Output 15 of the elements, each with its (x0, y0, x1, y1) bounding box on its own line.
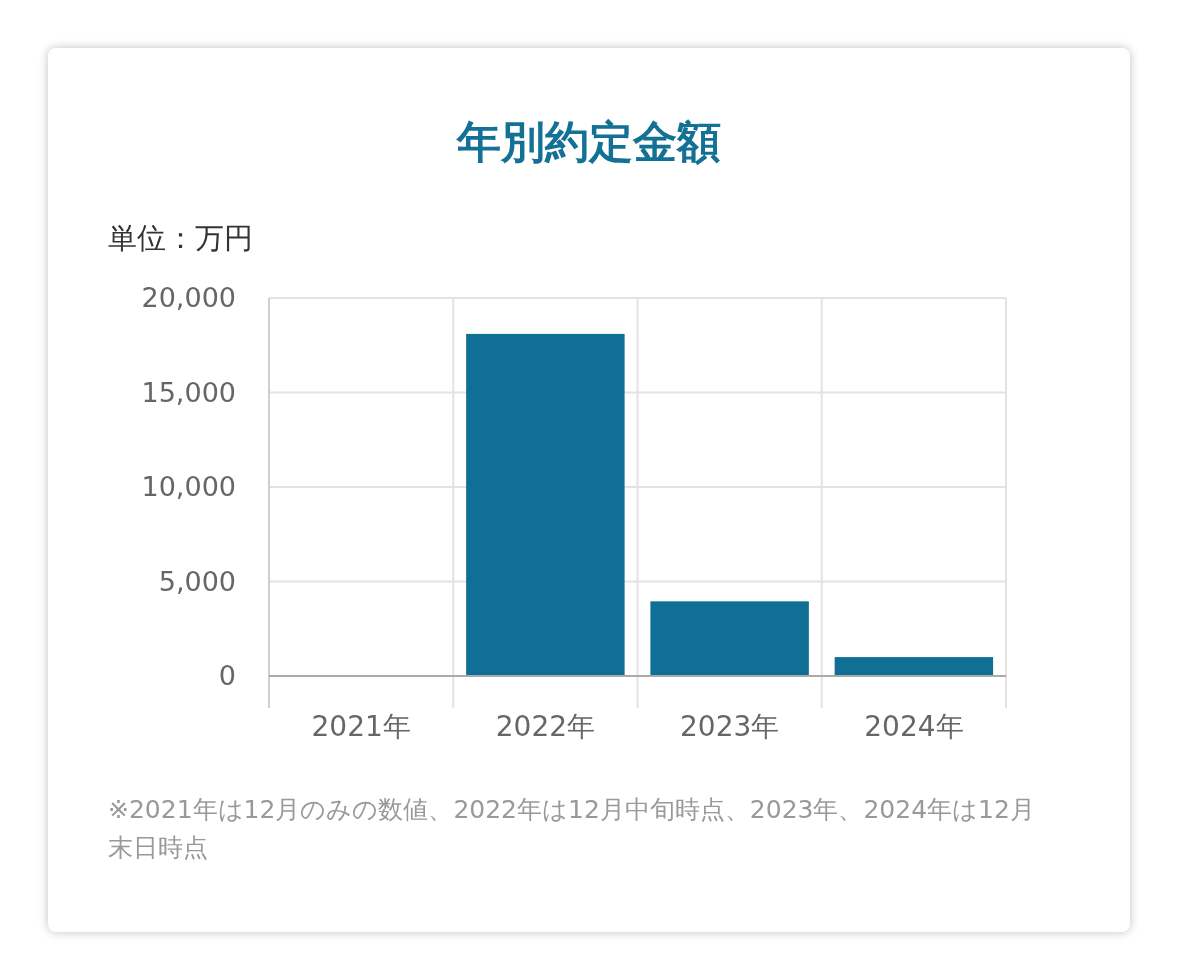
x-tick-label: 2024年 (864, 709, 964, 743)
y-tick-label: 0 (218, 660, 236, 692)
y-axis-title: 単位：万円 (108, 221, 253, 255)
text: ※2021年は12月のみの数値、2022年は12月中旬時点、2023年、2024年は12月末日時点 (108, 795, 1035, 862)
bar (834, 657, 994, 676)
chart-title: 年別約定金額 (456, 116, 721, 167)
y-tick-label: 20,000 (141, 282, 236, 314)
y-tick-label: 15,000 (141, 376, 236, 408)
x-tick-label: 2023年 (679, 709, 780, 743)
y-tick-label: 5,000 (158, 565, 236, 597)
bar (650, 601, 809, 676)
y-tick-label: 10,000 (141, 471, 236, 503)
x-tick-label: 2022年 (495, 709, 596, 743)
x-tick-label: 2021年 (311, 709, 411, 743)
bar (466, 333, 625, 676)
